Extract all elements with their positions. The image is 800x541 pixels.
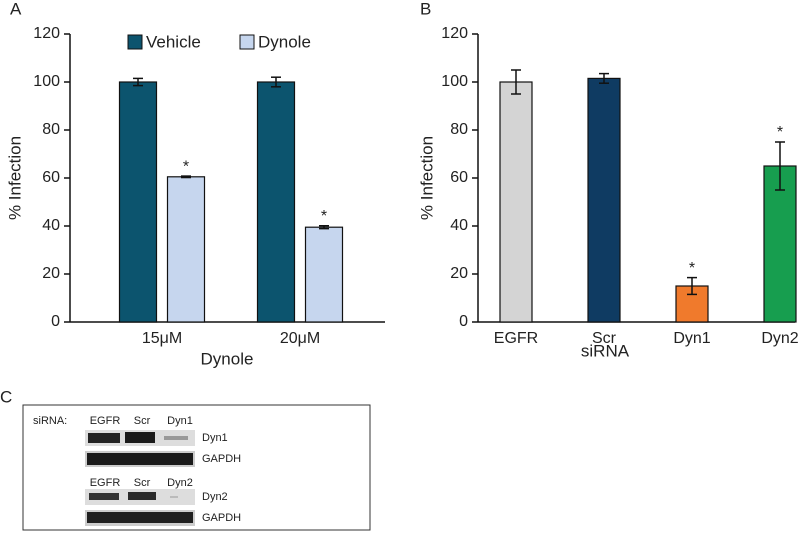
band	[87, 512, 193, 523]
band	[89, 493, 119, 500]
y-tick-label: 100	[441, 73, 468, 90]
band	[88, 433, 120, 443]
blot-frame	[22, 404, 371, 531]
band	[87, 453, 193, 465]
bar	[256, 81, 296, 323]
y-axis-label: % Infection	[5, 136, 24, 220]
y-tick-label: 100	[33, 73, 60, 90]
row-label: GAPDH	[202, 453, 241, 465]
y-tick-label: 80	[42, 121, 60, 138]
y-tick-label: 40	[42, 217, 60, 234]
error-bar	[599, 72, 609, 84]
bar	[304, 226, 344, 323]
y-tick-label: 20	[42, 265, 60, 282]
legend-label: Vehicle	[146, 32, 201, 51]
bar	[499, 81, 533, 323]
band	[170, 496, 178, 498]
x-tick-label: 15μM	[142, 330, 182, 347]
blot-panel	[22, 404, 371, 531]
bar	[166, 176, 206, 323]
y-tick-label: 120	[33, 25, 60, 42]
y-axis-label: % Infection	[417, 136, 436, 220]
band	[164, 436, 188, 440]
significance-marker: *	[321, 208, 327, 225]
bar	[763, 165, 797, 323]
row-label: Dyn1	[202, 432, 228, 444]
x-tick-label: EGFR	[494, 330, 538, 347]
row-title: siRNA:	[33, 415, 67, 427]
y-tick-label: 40	[450, 217, 468, 234]
panel-label: C	[0, 387, 12, 406]
error-bar	[775, 141, 785, 191]
error-bar	[319, 225, 329, 230]
significance-marker: *	[689, 260, 695, 277]
error-bar	[271, 76, 281, 88]
significance-marker: *	[183, 158, 189, 175]
bar	[587, 77, 621, 323]
error-bar	[181, 175, 191, 179]
x-tick-label: Dyn1	[673, 330, 710, 347]
y-tick-label: 60	[450, 169, 468, 186]
y-tick-label: 60	[42, 169, 60, 186]
row-label: Dyn2	[202, 491, 228, 503]
x-tick-label: 20μM	[280, 330, 320, 347]
significance-marker: *	[777, 124, 783, 141]
lane-label: EGFR	[90, 415, 121, 427]
bar	[118, 81, 158, 323]
legend-swatch	[239, 34, 255, 50]
x-tick-label: Scr	[592, 330, 617, 347]
panel-label: A	[10, 0, 22, 18]
row-label: GAPDH	[202, 512, 241, 524]
x-axis-label: Dynole	[201, 349, 254, 368]
lane-label: Scr	[134, 477, 151, 489]
panel-label: B	[420, 0, 431, 18]
y-tick-label: 120	[441, 25, 468, 42]
error-bar	[687, 276, 697, 296]
y-tick-label: 80	[450, 121, 468, 138]
legend-label: Dynole	[258, 32, 311, 51]
band	[128, 492, 156, 500]
error-bar	[133, 77, 143, 87]
lane-label: Dyn1	[167, 415, 193, 427]
y-tick-label: 0	[459, 313, 468, 330]
y-tick-label: 20	[450, 265, 468, 282]
lane-label: EGFR	[90, 477, 121, 489]
y-tick-label: 0	[51, 313, 60, 330]
error-bar	[511, 69, 521, 95]
lane-label: Dyn2	[167, 477, 193, 489]
legend-swatch	[127, 34, 143, 50]
lane-label: Scr	[134, 415, 151, 427]
x-tick-label: Dyn2	[761, 330, 798, 347]
band	[125, 432, 155, 443]
x-axis-label: siRNA	[581, 341, 630, 360]
